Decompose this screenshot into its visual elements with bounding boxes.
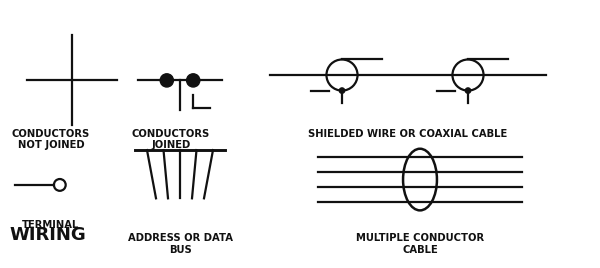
Text: CONDUCTORS
NOT JOINED: CONDUCTORS NOT JOINED (12, 129, 90, 150)
Text: SHIELDED WIRE OR COAXIAL CABLE: SHIELDED WIRE OR COAXIAL CABLE (308, 129, 508, 139)
Text: ADDRESS OR DATA
BUS: ADDRESS OR DATA BUS (128, 233, 233, 255)
Ellipse shape (466, 88, 470, 93)
Text: TERMINAL: TERMINAL (22, 220, 80, 230)
Ellipse shape (340, 88, 344, 93)
Text: CONDUCTORS
JOINED: CONDUCTORS JOINED (132, 129, 210, 150)
Text: WIRING: WIRING (9, 226, 86, 244)
Text: MULTIPLE CONDUCTOR
CABLE: MULTIPLE CONDUCTOR CABLE (356, 233, 484, 255)
Ellipse shape (160, 74, 173, 87)
Ellipse shape (187, 74, 200, 87)
